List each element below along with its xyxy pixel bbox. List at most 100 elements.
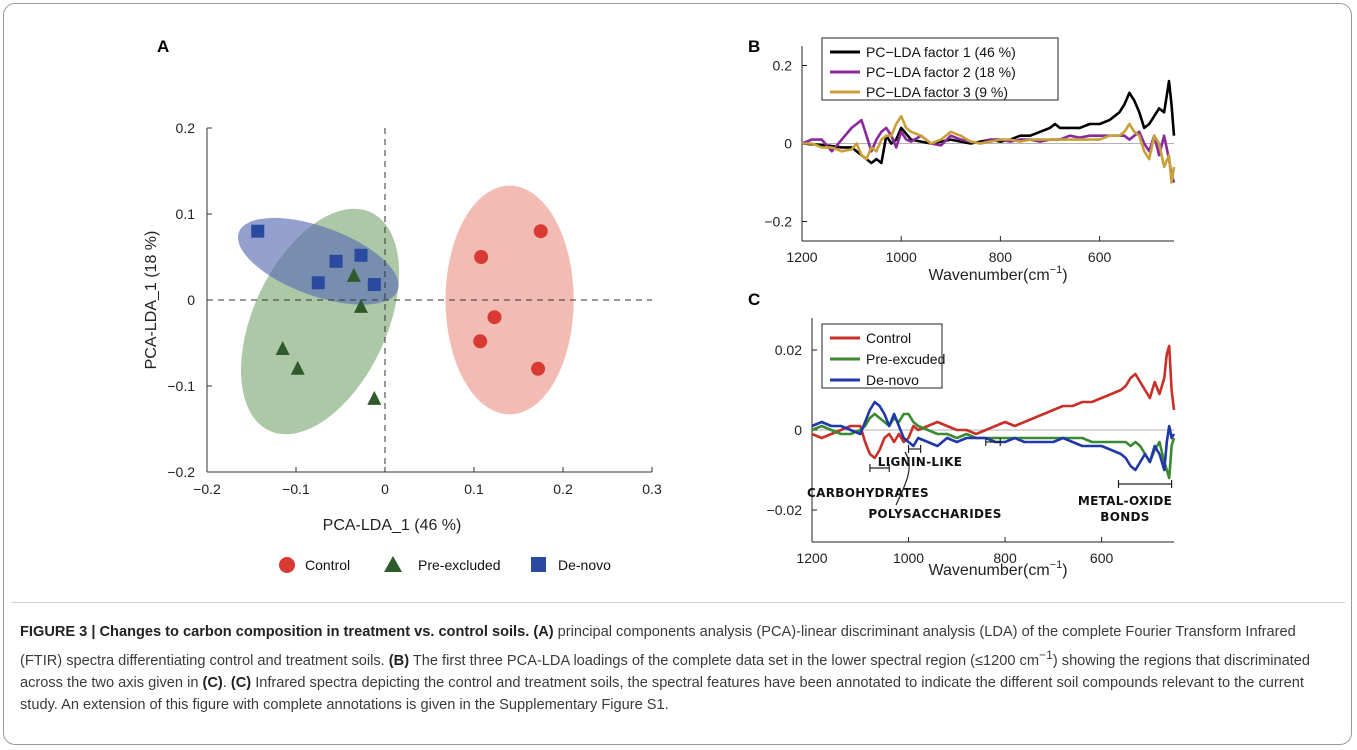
confidence-ellipses [237,185,574,435]
y-tick-label-a: −0.1 [167,378,195,394]
legend-control-marker [279,557,295,573]
x-axis-label-c-text: Wavenumber(cm [928,562,1049,579]
legend-a: Control Pre-excluded De-novo [279,556,611,573]
caption-text-c: Infrared spectra depicting the control a… [20,674,1304,714]
axes-b: 1200 1000 800 600 0.2 0 −0.2 [764,46,1174,265]
x-axis-label-b: Wavenumber(cm−1) [928,264,1067,284]
de-novo-point [251,224,265,238]
series-line-3 [811,400,1176,472]
annotation-label: LIGNIN-LIKE [878,455,962,469]
y-tick-label: 0 [784,136,792,152]
legend-label-3: PC−LDA factor 3 (9 %) [866,84,1008,100]
pre-excluded-point [353,298,368,313]
line-chart-b: 1200 1000 800 600 0.2 0 −0.2 PC−LDA factor 1 (… [764,37,1176,284]
caption-text-b1: The first three PCA-LDA loadings of the … [409,652,1039,669]
caption-text-b2: ) showing the regions that discriminated… [20,652,1311,691]
legend-pre-excluded-marker [384,556,402,572]
pre-excluded-point [367,390,382,405]
y-axis-label-a: PCA-LDA_1 (18 %) [143,231,160,370]
caption-divider [12,602,1345,603]
legend-pre-excluded-label: Pre-excluded [418,557,501,573]
pre-excluded-point [290,360,305,375]
y-tick-label: −0.02 [767,502,803,518]
y-tick-label: −0.2 [764,214,792,230]
x-axis-label-b-sup: −1 [1050,264,1063,276]
line-chart-c: 1200 1000 800 600 0.02 0 −0.02 CARBOHYDRATES PO… [767,318,1176,579]
control-point [474,250,489,264]
legend-label-1: PC−LDA factor 1 (46 %) [866,44,1016,60]
series-line-3 [802,114,1176,184]
x-tick-label-a: −0.1 [282,481,310,497]
panel-label-a: A [157,37,169,56]
x-tick-label: 600 [1090,550,1114,566]
y-tick-label-a: −0.2 [167,464,195,480]
x-axis-label-c-sup: −1 [1050,559,1063,571]
ellipse-pre-excluded [240,208,400,435]
de-novo-point [354,248,368,262]
x-tick-label: 800 [989,249,1013,265]
x-tick-label-a: 0 [381,481,389,497]
x-tick-label: 1000 [893,550,924,566]
legend-label-2: PC−LDA factor 2 (18 %) [866,64,1016,80]
legend-control-label: Control [305,557,350,573]
control-point [473,334,488,349]
y-tick-label: 0.2 [773,58,793,74]
x-tick-label-a: 0.3 [642,481,662,497]
x-tick-label: 600 [1088,249,1112,265]
x-tick-label-a: 0.1 [464,481,484,497]
annotation-label: POLYSACCHARIDES [868,507,1001,521]
control-point [533,224,548,239]
x-tick-label: 800 [993,550,1017,566]
x-axis-label-c-end: ) [1062,562,1067,579]
polysaccharides-leader [895,451,910,506]
x-axis-label-c: Wavenumber(cm−1) [928,559,1067,579]
legend-label-3: De-novo [866,372,919,388]
series-line-1 [801,79,1176,165]
legend-box [821,37,1059,101]
annotation-label: CARBOHYDRATES [807,486,929,500]
legend-b: PC−LDA factor 1 (46 %) PC−LDA factor 2 (1… [821,37,1059,101]
legend-label-1: Control [866,330,911,346]
x-tick-label: 1000 [886,249,917,265]
figure-caption: FIGURE 3 | Changes to carbon composition… [20,621,1338,717]
caption-ref-b: (B) [388,652,410,669]
x-tick-label: 1200 [786,249,817,265]
caption-sup: −1 [1038,647,1053,662]
legend-c: Control Pre-excuded De-novo [821,323,945,389]
ellipse-de-novo [237,217,399,305]
annotation-label: BONDS [1100,510,1150,524]
series-lines-b [801,79,1176,184]
x-tick-label: 1200 [796,550,827,566]
de-novo-point [329,254,343,268]
series-line-1 [811,344,1176,460]
control-point [487,310,502,325]
y-tick-label-a: 0.1 [176,206,196,222]
figure-frame [3,3,1352,745]
caption-title: FIGURE 3 | Changes to carbon composition… [20,624,530,640]
spectral-annotations: CARBOHYDRATES POLYSACCHARIDES LIGNIN-LIKE M… [807,438,1173,524]
pre-excluded-point [346,267,361,282]
figure-canvas: A B C −0.2 −0.1 0 0.1 0.2 0.3 0.2 0.1 0 −0.1 −0.2 … [143,37,1176,579]
panel-label-b: B [748,37,760,56]
caption-ref-c2: (C) [230,674,252,691]
x-tick-label-a: −0.2 [193,481,221,497]
control-point [531,361,546,376]
x-axis-label-b-end: ) [1062,267,1067,284]
de-novo-point [311,276,325,290]
caption-text-b3: . [222,674,231,691]
scatter-plot-a: −0.2 −0.1 0 0.1 0.2 0.3 0.2 0.1 0 −0.1 −0.2 PCA-LD… [143,120,662,573]
annotation-label: METAL-OXIDE [1078,494,1172,508]
legend-box [821,323,943,389]
caption-ref-a: (A) [533,624,554,640]
caption-ref-c1: (C) [202,674,223,691]
x-axis-label-b-text: Wavenumber(cm [928,267,1049,284]
panel-label-c: C [748,290,760,309]
pre-excluded-point [275,341,290,356]
y-tick-label: 0 [794,422,802,438]
x-axis-label-a: PCA-LDA_1 (46 %) [323,517,462,534]
y-tick-label-a: 0 [187,292,195,308]
caption-text-a: principal components analysis (PCA)-line… [20,624,1296,669]
legend-de-novo-label: De-novo [558,557,611,573]
scatter-points [251,224,548,405]
y-tick-label: 0.02 [775,342,802,358]
